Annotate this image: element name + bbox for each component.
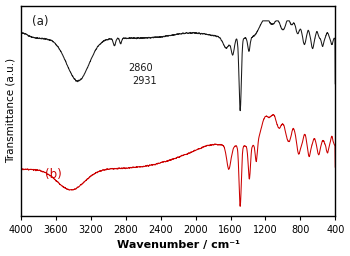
Text: (b): (b) (45, 168, 61, 181)
Text: 2931: 2931 (132, 76, 156, 86)
X-axis label: Wavenumber / cm⁻¹: Wavenumber / cm⁻¹ (117, 240, 240, 250)
Text: (a): (a) (33, 15, 49, 28)
Text: 2860: 2860 (128, 62, 153, 72)
Y-axis label: Transmittance (a.u.): Transmittance (a.u.) (6, 58, 15, 163)
